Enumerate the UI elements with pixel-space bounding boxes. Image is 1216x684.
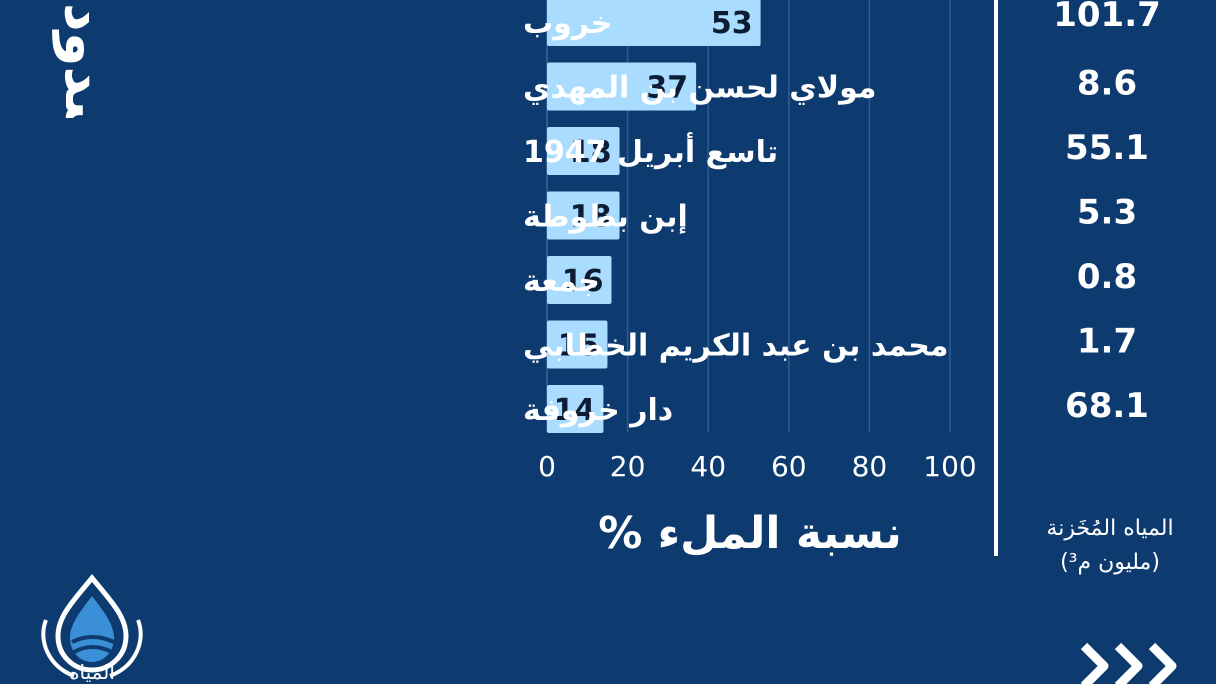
water-drop-logo-icon [41,574,143,678]
dam-name-label: دار خروفة [523,393,673,428]
stored-values-column: 101.7 8.6 55.1 5.3 0.8 1.7 68.1 [1053,0,1161,426]
stored-water-title-line2: (مليون م³) [1060,550,1160,575]
stored-water-value: 101.7 [1053,0,1161,35]
stored-water-value: 55.1 [1065,128,1149,168]
bar [547,191,620,240]
stored-water-value: 0.8 [1077,257,1137,297]
x-axis-ticks: 0 20 40 60 80 100 [538,450,977,483]
bar-value-label: 37 [646,71,688,106]
x-tick-label: 40 [690,450,726,483]
bar-value-label: 18 [570,135,612,170]
triple-chevron-right-icon[interactable] [1078,636,1198,684]
x-axis-label: نسبة الملء % [598,508,902,559]
dam-name-label: جمعة [523,264,600,299]
x-tick-label: 20 [610,450,646,483]
dam-name-label: إبن بطوطة [523,200,688,235]
dam-name-label: محمد بن عبد الكريم الخطابي [523,329,948,364]
bar-value-label: 15 [558,329,600,364]
column-divider [994,0,998,556]
bar [547,127,620,175]
bar-value-label: 16 [562,264,604,299]
stored-water-title: المياه المُخَزنة (مليون م³) [1010,512,1210,580]
bar [547,256,612,304]
bar-value-label: 18 [570,200,612,235]
logo-text: المياه والغابات [69,660,115,684]
stored-water-value: 1.7 [1077,322,1137,362]
stored-water-title-line1: المياه المُخَزنة [1046,516,1174,541]
x-tick-label: 0 [538,450,556,483]
bar-value-label: 14 [554,393,596,428]
dam-name-label: خروب [523,6,612,41]
dam-name-label: مولاي لحسن بن المهدي [523,71,877,106]
bar [547,320,608,369]
stored-water-value: 8.6 [1077,64,1137,104]
bar [547,385,604,433]
bar [547,0,761,46]
bar [547,62,697,111]
x-tick-label: 80 [852,450,888,483]
stored-water-value: 5.3 [1077,193,1137,233]
x-tick-label: 60 [771,450,807,483]
dam-name-label: تاسع أبريل 1947 [523,132,778,170]
stored-water-value: 68.1 [1065,386,1149,426]
bar-value-label: 53 [711,6,753,41]
x-tick-label: 100 [923,450,976,483]
